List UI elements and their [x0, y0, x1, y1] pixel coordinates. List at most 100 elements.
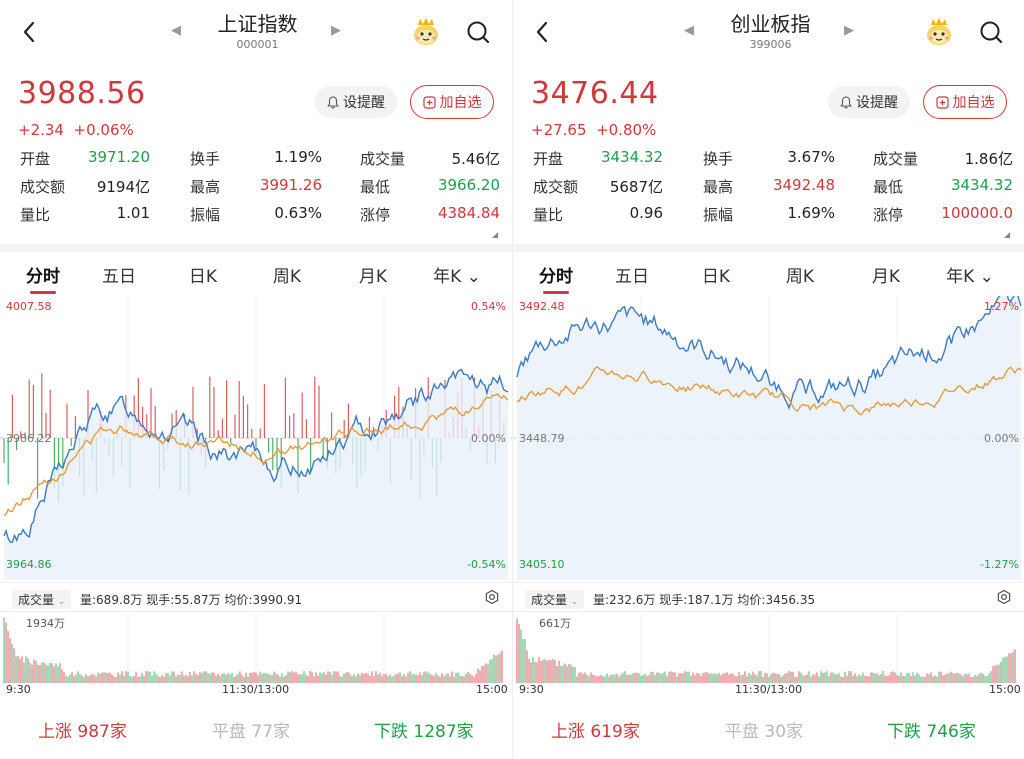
stat-label: 涨停: [873, 206, 904, 224]
advancers[interactable]: 上涨 619家: [551, 722, 640, 742]
bell-icon: [840, 95, 852, 108]
time-end: 15:00: [989, 683, 1021, 696]
stat-label: 开盘: [533, 150, 564, 168]
unchanged[interactable]: 平盘 77家: [212, 722, 291, 742]
price-line: [516, 296, 1022, 410]
set-alert-label: 设提醒: [343, 95, 385, 111]
axis-label-bottom-right: -0.54%: [467, 558, 506, 571]
price-area: [517, 296, 1021, 580]
stat-value: 1.01: [116, 204, 150, 222]
stat-label: 换手: [190, 150, 221, 168]
decliners[interactable]: 下跌 1287家: [374, 722, 474, 742]
price-area: [4, 369, 508, 580]
decliners[interactable]: 下跌 746家: [887, 722, 976, 742]
prev-index-icon[interactable]: ◀: [684, 23, 694, 38]
expand-corner-icon[interactable]: [492, 232, 498, 238]
stat-label: 成交额: [20, 178, 66, 196]
plus-box-icon: [935, 95, 949, 109]
mascot-icon[interactable]: [410, 16, 442, 48]
price-change: +27.65 +0.80%: [531, 121, 657, 139]
stat-value: 3492.48: [772, 176, 835, 194]
tab-0[interactable]: 分时: [539, 267, 573, 287]
volume-bar-header: 成交量 ⌄ 量:232.6万 现手:187.1万 均价:3456.35: [513, 582, 1024, 612]
index-code: 399006: [749, 38, 792, 51]
search-icon[interactable]: [978, 19, 1004, 45]
axis-label-top-right: 1.27%: [984, 300, 1019, 313]
stat-label: 成交额: [533, 178, 579, 196]
mascot-icon[interactable]: [923, 16, 955, 48]
next-index-icon[interactable]: ▶: [844, 23, 854, 38]
tab-3[interactable]: 周K: [785, 267, 815, 287]
stat-value: 5687亿: [609, 178, 663, 196]
volume-selector[interactable]: 成交量 ⌄: [12, 590, 72, 609]
divider: [513, 244, 1024, 252]
index-title: 上证指数: [217, 12, 298, 36]
stat-value: 3966.20: [437, 176, 500, 194]
back-arrow-icon[interactable]: [531, 20, 555, 44]
stats-row: 量比 1.01 振幅 0.63% 涨停 4384.84: [20, 204, 500, 232]
stats-row: 成交额 9194亿 最高 3991.26 最低 3966.20: [20, 176, 500, 204]
stat-label: 涨停: [360, 206, 391, 224]
quote-stats: 开盘 3971.20 换手 1.19% 成交量 5.46亿 成交额 9194亿 最高 3991.2…: [20, 148, 500, 232]
tab-2[interactable]: 日K: [701, 267, 731, 287]
top-bar: ◀ 上证指数 000001 ▶: [0, 0, 512, 64]
price-change: +2.34 +0.06%: [18, 121, 134, 139]
tab-1[interactable]: 五日: [615, 267, 649, 287]
tab-3[interactable]: 周K: [272, 267, 302, 287]
volume-info: 量:689.8万 现手:55.87万 均价:3990.91: [80, 593, 303, 607]
period-tabs: 分时 五日 日K 周K 月K 年K ⌄: [0, 256, 512, 294]
settings-gear-icon[interactable]: [996, 589, 1012, 605]
stat-value: 1.19%: [274, 148, 322, 166]
axis-label-bottom-left: 3405.10: [519, 558, 565, 571]
stat-value: 3971.20: [87, 148, 150, 166]
intraday-chart[interactable]: 3492.48 3448.79 3405.10 1.27% 0.00% -1.27%: [513, 296, 1024, 580]
unchanged[interactable]: 平盘 30家: [725, 722, 804, 742]
stat-value: 1.69%: [787, 204, 835, 222]
period-tabs: 分时 五日 日K 周K 月K 年K ⌄: [513, 256, 1024, 294]
axis-label-top-right: 0.54%: [471, 300, 506, 313]
stats-row: 开盘 3971.20 换手 1.19% 成交量 5.46亿: [20, 148, 500, 176]
next-index-icon[interactable]: ▶: [331, 23, 341, 38]
price-line: [3, 368, 509, 543]
prev-index-icon[interactable]: ◀: [171, 23, 181, 38]
volume-info: 量:232.6万 现手:187.1万 均价:3456.35: [593, 593, 816, 607]
tab-2[interactable]: 日K: [188, 267, 218, 287]
panel-shanghai: ◀ 上证指数 000001 ▶ 3988.56 +2.34 +0.06% 设提醒…: [0, 0, 512, 742]
tab-4[interactable]: 月K: [358, 267, 388, 287]
volume-chart[interactable]: 661万: [513, 613, 1024, 683]
volume-bar-header: 成交量 ⌄ 量:689.8万 现手:55.87万 均价:3990.91: [0, 582, 512, 612]
stat-label: 换手: [703, 150, 734, 168]
set-alert-button[interactable]: 设提醒: [828, 86, 910, 118]
volume-chart[interactable]: 1934万: [0, 613, 512, 683]
advancers[interactable]: 上涨 987家: [38, 722, 127, 742]
axis-label-mid-left: 3986.22: [6, 432, 52, 445]
tab-0[interactable]: 分时: [26, 267, 60, 287]
axis-label-top-left: 4007.58: [6, 300, 52, 313]
expand-corner-icon[interactable]: [1004, 232, 1010, 238]
add-watchlist-button[interactable]: 加自选: [923, 85, 1007, 119]
set-alert-label: 设提醒: [856, 95, 898, 111]
tab-5[interactable]: 年K ⌄: [946, 267, 994, 287]
stat-value: 5.46亿: [451, 150, 500, 168]
volume-selector[interactable]: 成交量 ⌄: [525, 590, 585, 609]
volume-max-label: 1934万: [26, 617, 65, 630]
tab-5[interactable]: 年K ⌄: [433, 267, 481, 287]
search-icon[interactable]: [465, 19, 491, 45]
active-tab-underline: [543, 291, 569, 294]
set-alert-button[interactable]: 设提醒: [315, 86, 397, 118]
add-watchlist-button[interactable]: 加自选: [410, 85, 494, 119]
intraday-chart[interactable]: 4007.58 3986.22 3964.86 0.54% 0.00% -0.54%: [0, 296, 512, 580]
chevron-down-icon: ⌄: [570, 597, 579, 607]
stat-value: 0.63%: [274, 204, 322, 222]
stat-value: 3434.32: [950, 176, 1013, 194]
tab-1[interactable]: 五日: [102, 267, 136, 287]
settings-gear-icon[interactable]: [484, 589, 500, 605]
stat-value: 1.86亿: [964, 150, 1013, 168]
active-tab-underline: [30, 291, 56, 294]
tab-4[interactable]: 月K: [871, 267, 901, 287]
back-arrow-icon[interactable]: [18, 20, 42, 44]
axis-label-bottom-right: -1.27%: [980, 558, 1019, 571]
stat-value: 100000.0: [941, 204, 1013, 222]
quote-stats: 开盘 3434.32 换手 3.67% 成交量 1.86亿 成交额 5687亿 最高 3492.4…: [533, 148, 1013, 232]
axis-label-mid-right: 0.00%: [471, 432, 506, 445]
